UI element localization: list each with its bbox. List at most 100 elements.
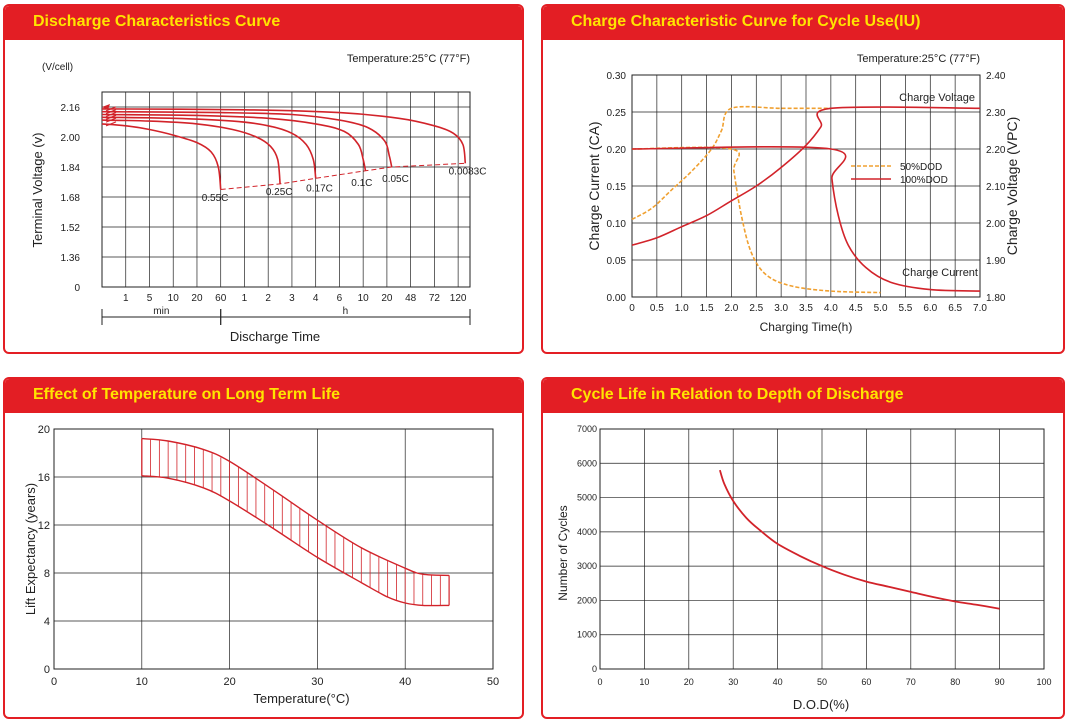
charge-current-curve	[631, 146, 981, 292]
x-tick-label: 5.5	[898, 303, 912, 314]
x-tick-label: 7.0	[973, 303, 987, 314]
cycle-panel-title: Cycle Life in Relation to Depth of Disch…	[571, 386, 904, 403]
x-tick-label: 2.5	[749, 303, 763, 314]
x-tick-label: 10	[639, 677, 649, 687]
legend-label: 100%DOD	[900, 175, 948, 186]
x-tick-label: 1	[123, 293, 129, 304]
discharge-curve	[101, 123, 222, 190]
curve-start-mark	[105, 114, 117, 120]
x-axis-title: Charging Time(h)	[760, 320, 853, 334]
y-tick-label: 0	[74, 283, 80, 294]
plot-frame	[631, 74, 981, 298]
x-tick-label: 60	[215, 293, 227, 304]
cycle-life-curve	[719, 469, 1000, 610]
x-tick-label: 0	[597, 677, 602, 687]
y2-tick-label: 2.00	[986, 219, 1006, 230]
y-tick-label: 0.00	[607, 293, 627, 304]
curve-start-mark	[105, 106, 117, 112]
temperature-panel-header: Effect of Temperature on Long Term Life	[5, 379, 522, 413]
x-tick-label: 0	[51, 676, 57, 688]
y-tick-label: 1.84	[61, 163, 81, 174]
x-group-label: min	[153, 306, 169, 317]
charge-panel-header: Charge Characteristic Curve for Cycle Us…	[543, 6, 1063, 40]
discharge-curve	[101, 113, 367, 171]
x-tick-label: 1.5	[700, 303, 714, 314]
y2-tick-label: 2.40	[986, 71, 1006, 82]
band-upper-edge	[141, 437, 450, 577]
x-tick-label: 10	[136, 676, 148, 688]
y2-tick-label: 2.30	[986, 108, 1006, 119]
start-arrow-marker	[102, 104, 110, 110]
temperature-note: Temperature:25°C (77°F)	[857, 53, 980, 65]
x-tick-label: 1.0	[675, 303, 689, 314]
x-tick-label: 3	[289, 293, 295, 304]
x-tick-label: 5	[147, 293, 153, 304]
y-tick-label: 3000	[577, 561, 597, 571]
y-axis-title: Terminal Voltage (v)	[30, 133, 45, 248]
x-tick-label: 48	[405, 293, 417, 304]
x-tick-label: 30	[728, 677, 738, 687]
curve-start-mark	[105, 111, 117, 118]
y-tick-label: 1.36	[61, 253, 81, 264]
discharge-curve	[101, 119, 281, 184]
x-axis-title: Temperature(°C)	[253, 691, 349, 706]
curve-rate-label: 0.1C	[351, 178, 372, 189]
y-axis-title: Number of Cycles	[556, 505, 570, 600]
cycle-chart: 0 10 20 30 40 50 60 70 80 90 100010002000300040005…	[556, 424, 1052, 712]
x-tick-label: 3.0	[774, 303, 788, 314]
x-tick-label: 5.0	[874, 303, 888, 314]
x-tick-label: 30	[311, 676, 323, 688]
y-tick-label: 4000	[577, 527, 597, 537]
y-tick-label: 2.16	[61, 103, 81, 114]
x-group-label: h	[343, 306, 349, 317]
x-axis-title: Discharge Time	[230, 329, 320, 344]
charge-panel: Charge Characteristic Curve for Cycle Us…	[541, 4, 1065, 354]
y2-tick-label: 1.80	[986, 293, 1006, 304]
y-axis-title: Lift Expectancy (years)	[23, 483, 38, 615]
x-tick-label: 100	[1036, 677, 1051, 687]
y-tick-label: 16	[38, 472, 50, 484]
x-tick-label: 90	[995, 677, 1005, 687]
temperature-chart: 0 10 20 30 40 50 0 4 8 12 16 20 Temperature(°C) Lift …	[23, 424, 499, 706]
y-tick-label: 0.05	[607, 256, 627, 267]
x-tick-label: 2.0	[724, 303, 738, 314]
discharge-panel-title: Discharge Characteristics Curve	[33, 13, 281, 30]
y-tick-label: 1000	[577, 630, 597, 640]
discharge-curve	[101, 108, 467, 164]
x-tick-label: 20	[223, 676, 235, 688]
curve-start-mark	[105, 121, 117, 127]
curve-rate-label: 0.55C	[202, 193, 229, 204]
y-tick-label: 0.15	[607, 182, 627, 193]
x-tick-label: 80	[950, 677, 960, 687]
x-tick-label: 72	[429, 293, 441, 304]
charge-chart: Temperature:25°C (77°F) 0 0.5 1.0 1.5 2.0 2.5 3…	[586, 53, 1020, 334]
y-tick-label: 1.68	[61, 193, 81, 204]
band-lower-edge	[141, 475, 450, 607]
y-tick-label: 5000	[577, 493, 597, 503]
x-tick-label: 70	[906, 677, 916, 687]
y2-tick-label: 1.90	[986, 256, 1006, 267]
y-tick-label: 0	[44, 664, 50, 676]
x-tick-label: 3.5	[799, 303, 813, 314]
charge-voltage-curve	[631, 105, 831, 221]
y-tick-label: 1.52	[61, 223, 81, 234]
charge-current-curve	[631, 146, 881, 294]
charge-panel-title: Charge Characteristic Curve for Cycle Us…	[571, 13, 921, 30]
x-tick-label: 4.0	[824, 303, 838, 314]
y2-tick-label: 2.20	[986, 145, 1006, 156]
x-tick-label: 120	[450, 293, 467, 304]
annotation-label: Charge Voltage	[899, 92, 975, 104]
annotation-label: Charge Current	[902, 267, 978, 279]
curve-start-mark	[105, 117, 117, 123]
plot-frame	[101, 91, 471, 288]
y-tick-label: 0.10	[607, 219, 627, 230]
discharge-curve	[101, 110, 393, 168]
temperature-note: Temperature:25°C (77°F)	[347, 53, 470, 65]
x-tick-label: 20	[684, 677, 694, 687]
discharge-curve	[101, 116, 317, 179]
x-tick-label: 4.5	[849, 303, 863, 314]
x-tick-label: 50	[487, 676, 499, 688]
y2-tick-label: 2.10	[986, 182, 1006, 193]
y-tick-label: 2000	[577, 595, 597, 605]
y-tick-label: 12	[38, 520, 50, 532]
